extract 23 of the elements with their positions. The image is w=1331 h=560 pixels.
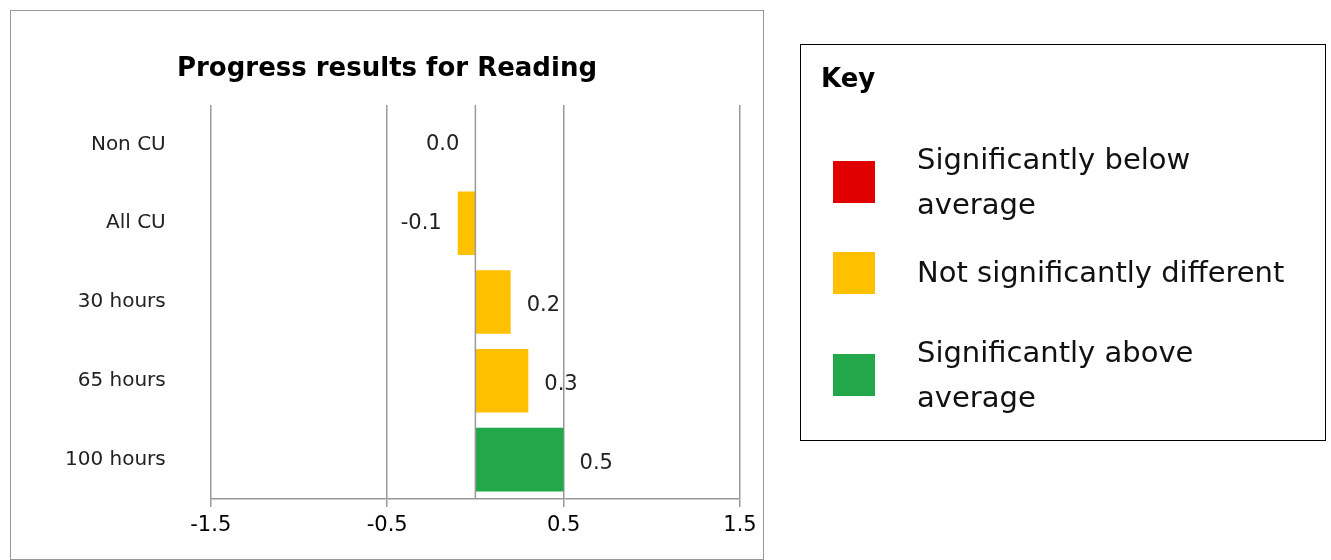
bar — [457, 191, 476, 256]
chart-title: Progress results for Reading — [176, 52, 598, 82]
y-tick-label: All CU — [106, 209, 166, 234]
y-tick-label: 100 hours — [65, 445, 166, 470]
bar — [475, 270, 511, 334]
data-label: 0.2 — [526, 292, 561, 317]
x-tick-label: 1.5 — [723, 512, 757, 537]
legend-title: Key — [821, 63, 876, 93]
legend-label: Significantly above average — [917, 334, 1195, 416]
y-tick-label: 65 hours — [77, 367, 166, 391]
bar — [475, 427, 564, 492]
bar — [475, 348, 529, 413]
x-tick-label: -1.5 — [190, 512, 232, 537]
legend-label: Not significantly different — [917, 254, 1286, 291]
x-tick-label: -0.5 — [366, 512, 408, 537]
data-label: 0.5 — [579, 450, 613, 475]
y-tick-label: Non CU — [90, 130, 166, 155]
x-tick-label: 0.5 — [546, 512, 581, 537]
data-label: 0.3 — [544, 371, 578, 396]
y-tick-label: 30 hours — [77, 288, 166, 313]
data-label: -0.1 — [400, 209, 442, 234]
data-label: 0.0 — [425, 130, 460, 155]
legend-label: Significantly below average — [917, 141, 1192, 223]
